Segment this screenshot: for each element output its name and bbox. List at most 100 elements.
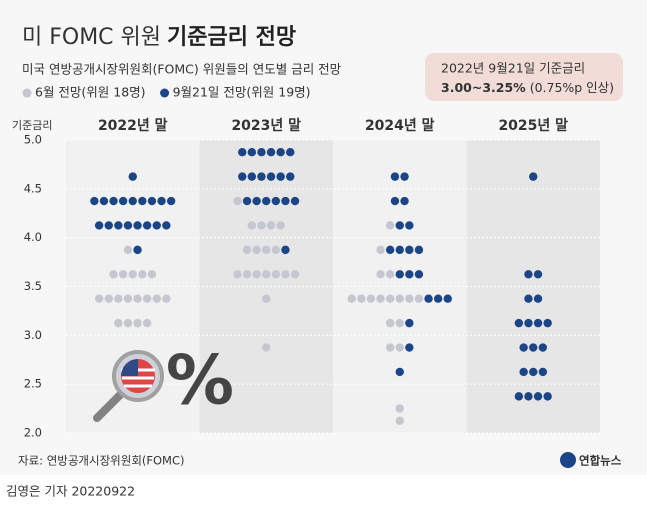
dot <box>157 196 166 206</box>
legend-label: 6월 전망(위원 18명) <box>35 85 146 100</box>
dot <box>242 245 252 255</box>
subtitle: 미국 연방공개시장위원회(FOMC) 위원들의 연도별 금리 전망 <box>22 62 342 77</box>
dot <box>118 196 128 206</box>
dot <box>109 270 118 279</box>
dot <box>405 318 414 328</box>
dot <box>395 404 404 413</box>
dot <box>257 148 266 157</box>
y-tick-label: 4.5 <box>24 181 42 195</box>
dot <box>385 294 395 303</box>
dot <box>414 245 424 255</box>
dot <box>538 343 548 352</box>
dot <box>262 270 271 279</box>
dot <box>271 245 281 255</box>
dot <box>262 294 271 303</box>
plot: 2022년 말 2023년 말 2024년 말 2025년 말 2.0 2.5 3.0 3.5… <box>22 85 600 440</box>
dot <box>376 270 385 279</box>
dot <box>347 294 356 303</box>
dot <box>262 196 271 206</box>
dot <box>424 294 433 303</box>
dot <box>138 270 147 279</box>
dot <box>524 392 533 401</box>
magnifier-icon: % <box>93 342 234 422</box>
note-change: (0.75%p 인상) <box>530 80 614 95</box>
dot <box>109 196 118 206</box>
y-tick-label: 3.0 <box>24 328 42 342</box>
dot <box>286 148 295 157</box>
y-tick-label: 2.5 <box>24 377 42 391</box>
dot <box>133 221 142 230</box>
dot <box>114 318 123 328</box>
dot <box>281 196 290 206</box>
dot <box>238 172 247 181</box>
y-tick-label: 4.0 <box>24 230 42 244</box>
dot <box>247 148 257 157</box>
note-title: 2022년 9월21일 기준금리 <box>441 61 585 76</box>
dot <box>123 294 133 303</box>
dot <box>543 318 552 328</box>
dot <box>123 245 133 255</box>
dot <box>252 196 261 206</box>
dot <box>395 416 404 425</box>
dot <box>262 343 271 352</box>
dot <box>94 294 104 303</box>
dot <box>290 270 300 279</box>
legend-marker <box>160 88 170 98</box>
logo-icon <box>560 452 576 468</box>
dot <box>286 172 295 181</box>
dot <box>400 196 409 206</box>
dot <box>162 221 171 230</box>
dot <box>114 294 123 303</box>
dot <box>242 270 252 279</box>
dot <box>152 294 161 303</box>
dot <box>395 245 404 255</box>
dot <box>385 343 395 352</box>
dot <box>529 172 538 181</box>
dot <box>281 270 290 279</box>
logo: 연합뉴스 <box>579 454 622 468</box>
dot <box>533 392 543 401</box>
dot <box>147 270 157 279</box>
dot <box>390 196 400 206</box>
legend-marker <box>22 88 32 98</box>
dot <box>533 270 543 279</box>
dot <box>414 270 424 279</box>
dot <box>519 343 528 352</box>
dot <box>257 221 266 230</box>
dot <box>266 221 276 230</box>
dot <box>538 367 548 377</box>
dot <box>90 196 99 206</box>
dot <box>252 270 261 279</box>
dot <box>104 294 113 303</box>
y-tick-label: 3.5 <box>24 279 42 293</box>
legend-label: 9월21일 전망(위원 19명) <box>173 85 311 100</box>
y-axis-label: 기준금리 <box>12 119 52 132</box>
dot <box>247 221 257 230</box>
dot <box>366 294 376 303</box>
dot <box>104 221 113 230</box>
dot <box>524 294 533 303</box>
dot <box>414 294 424 303</box>
dot <box>385 221 395 230</box>
dot <box>276 172 285 181</box>
dot <box>385 270 395 279</box>
column-band <box>466 140 600 433</box>
dot <box>128 196 137 206</box>
dot <box>142 318 152 328</box>
dot <box>128 270 137 279</box>
dot <box>128 172 137 181</box>
y-tick-label: 5.0 <box>24 133 42 147</box>
dot <box>376 294 385 303</box>
dot <box>242 196 252 206</box>
dot <box>443 294 452 303</box>
dot <box>281 245 290 255</box>
chart-title: 미 FOMC 위원 기준금리 전망 <box>22 25 296 50</box>
dot <box>385 318 395 328</box>
dot <box>405 245 414 255</box>
x-tick-label: 2024년 말 <box>365 118 435 134</box>
dot <box>276 148 285 157</box>
byline: 김영은 기자 20220922 <box>6 484 135 499</box>
dot <box>166 196 176 206</box>
dot <box>142 294 152 303</box>
